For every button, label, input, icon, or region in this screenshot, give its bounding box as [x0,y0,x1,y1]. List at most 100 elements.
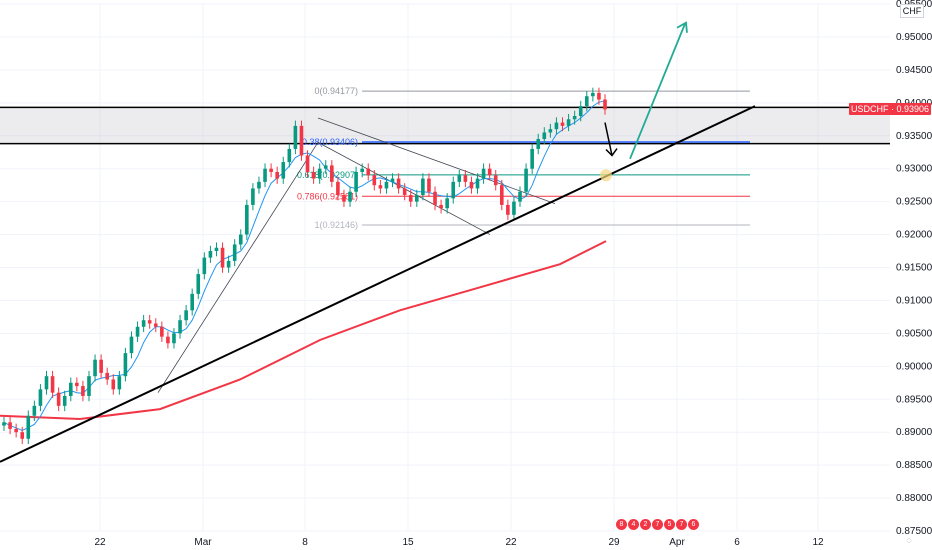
candle-body [554,122,559,130]
candle-body [172,333,176,344]
candle-body [299,125,304,156]
bearish-arrow-head [605,148,618,157]
candle-body [141,320,146,327]
y-tick-label: 0.90500 [896,328,932,339]
candle-body [214,247,219,252]
candle-body [317,168,322,179]
price-axis: 0.955000.950000.945000.940000.935000.930… [896,0,932,537]
fibonacci-retracement: 0(0.94177) 0.38(0.93406) 0.618(0.92907) 0.7… [297,86,750,230]
candle-body [457,175,462,182]
candle-body [390,178,395,182]
candle-body [208,251,213,258]
candle-body [348,191,352,202]
x-tick-label: 29 [608,537,620,548]
event-icon[interactable]: 4 [628,519,639,530]
y-tick-label: 0.91500 [896,263,932,274]
candle-body [56,392,61,406]
candle-body [578,106,583,116]
event-icon[interactable]: 2 [640,519,651,530]
x-tick-label: 22 [94,537,106,548]
candle-body [524,168,528,192]
event-icon[interactable]: 6 [688,519,699,530]
x-tick-label: 12 [812,537,824,548]
candle-body [8,422,12,429]
resistance-zone [0,107,890,144]
candle-body [372,175,377,186]
candle-body [475,178,480,189]
candle-body [178,320,182,334]
candle-body [402,188,407,196]
y-tick-label: 0.87500 [896,526,932,537]
channel-impulse [157,142,319,393]
candle-body [572,115,577,120]
candle-body [160,326,164,337]
x-tick-label: 6 [734,537,740,548]
candle-body [62,395,67,406]
candle-body [129,336,134,354]
price-tag: USDCHF · 0.93906 [849,103,931,115]
candle-body [591,92,595,97]
moving-average-fast [3,100,606,432]
event-icon[interactable]: 7 [676,519,687,530]
x-tick-label: Mar [194,537,212,548]
candle-body [469,181,474,189]
candle-body [311,171,316,179]
candle-body [111,379,116,390]
candle-body [584,96,589,107]
y-tick-label: 0.88500 [896,460,932,471]
y-tick-label: 0.90000 [896,361,932,372]
descending-channel [157,117,556,393]
candle-body [384,181,389,189]
candle-body [548,129,553,133]
candle-body [93,359,97,377]
y-tick-label: 0.89000 [896,427,932,438]
candle-body [153,323,158,327]
candle-body [275,171,279,179]
y-tick-label: 0.92000 [896,230,932,241]
candle-body [281,162,286,179]
candle-body [330,165,334,182]
candle-body [342,195,346,202]
candle-body [257,181,261,189]
candle-body [166,336,170,344]
candle-body [378,185,383,189]
chart-grid [0,3,890,532]
moving-average-slow [0,240,607,421]
candle-body [566,119,571,126]
bullish-arrow-head [676,21,688,33]
event-icon[interactable]: 8 [616,519,627,530]
candle-body [536,139,541,149]
y-tick-label: 0.95000 [896,32,932,43]
candle-body [20,432,25,439]
candle-body [433,191,437,205]
candle-body [415,195,419,202]
y-tick-label: 0.94500 [896,65,932,76]
currency-badge: CHF [900,4,924,18]
y-tick-label: 0.88000 [896,493,932,504]
candle-body [506,204,510,215]
x-tick-label: Apr [669,537,685,548]
x-tick-label: 15 [402,537,414,548]
candle-body [603,99,607,110]
candle-body [451,181,456,199]
candle-body [44,376,49,390]
y-tick-label: 0.93500 [896,131,932,142]
candle-body [427,178,431,192]
fib-level-label: 0(0.94177) [314,86,358,96]
bearish-arrow [604,122,613,156]
candle-body [220,247,225,268]
candle-body [251,188,255,205]
event-icon[interactable]: 5 [664,519,675,530]
event-icon[interactable]: 7 [652,519,663,530]
fib-level-label: 0.38(0.93406) [302,137,358,147]
candle-body [32,405,37,416]
candle-body [366,168,371,176]
candle-body [135,326,140,337]
candle-body [2,422,6,426]
candle-body [445,198,449,209]
globe-icon[interactable]: ◌ [906,535,912,545]
candle-body [190,293,194,311]
candle-body [75,382,79,387]
